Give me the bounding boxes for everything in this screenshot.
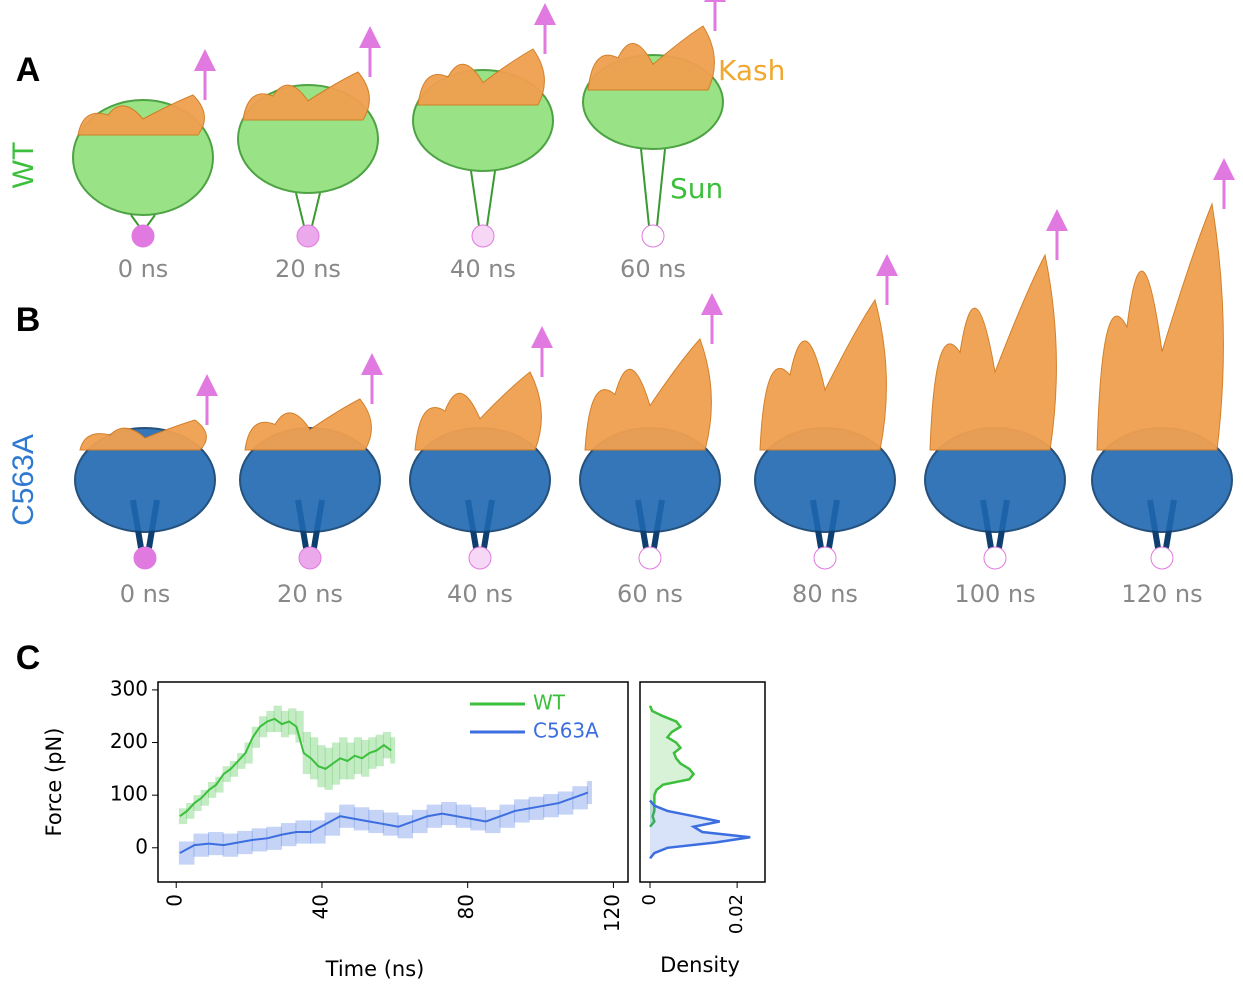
anchor-bead (472, 225, 494, 247)
row-label: C563A (7, 434, 40, 526)
x-tick-label: 0 (163, 894, 187, 907)
stalk (471, 171, 495, 226)
x-tick-label: 40 (308, 894, 332, 919)
force-arrow-head (361, 353, 383, 375)
anchor-bead (639, 547, 661, 569)
force-arrow-head (359, 26, 381, 48)
kash-peptide (245, 399, 371, 450)
panel-label: B (16, 301, 41, 339)
kash-peptide (1097, 204, 1223, 450)
kash-peptide (760, 300, 886, 450)
time-label: 80 ns (792, 580, 858, 608)
annotation-kash: Kash (718, 54, 785, 87)
time-label: 0 ns (118, 255, 169, 283)
legend-label: WT (533, 691, 566, 715)
time-label: 20 ns (277, 580, 343, 608)
annotation-sun: Sun (670, 172, 723, 205)
anchor-bead (814, 547, 836, 569)
time-label: 0 ns (120, 580, 171, 608)
anchor-bead (1151, 547, 1173, 569)
time-label: 120 ns (1121, 580, 1202, 608)
stalk (296, 193, 320, 226)
panel-label: C (16, 639, 41, 677)
row-label: WT (7, 142, 40, 189)
time-label: 100 ns (954, 580, 1035, 608)
panel-label: A (16, 51, 41, 89)
y-axis-label: Force (pN) (42, 728, 66, 837)
time-label: 20 ns (275, 255, 341, 283)
force-arrow-head (1213, 158, 1235, 180)
y-tick-label: 100 (110, 782, 148, 806)
figure: A WT 0 ns 20 ns 40 ns 60 ns B C563A 0 ns 20 ns 40 … (0, 0, 1243, 986)
anchor-bead (984, 547, 1006, 569)
anchor-bead (642, 225, 664, 247)
time-label: 60 ns (620, 255, 686, 283)
force-arrow-head (194, 49, 216, 71)
anchor-bead (469, 547, 491, 569)
force-arrow-head (704, 0, 726, 2)
force-arrow-head (876, 254, 898, 276)
anchor-bead (297, 225, 319, 247)
time-label: 40 ns (450, 255, 516, 283)
anchor-bead (132, 225, 154, 247)
x-tick-label: 80 (454, 894, 478, 919)
force-arrow-head (1046, 209, 1068, 231)
y-tick-label: 300 (110, 676, 148, 700)
force-arrow-head (701, 293, 723, 315)
anchor-bead (299, 547, 321, 569)
density-curve (650, 800, 750, 858)
x-axis-label: Density (660, 953, 740, 977)
anchor-bead (134, 547, 156, 569)
x-axis-label: Time (ns) (325, 957, 425, 981)
force-arrow-head (531, 326, 553, 348)
kash-peptide (415, 372, 541, 450)
force-arrow-head (534, 3, 556, 25)
y-tick-label: 200 (110, 729, 148, 753)
time-label: 60 ns (617, 580, 683, 608)
kash-peptide (585, 339, 711, 450)
time-label: 40 ns (447, 580, 513, 608)
kash-peptide (930, 255, 1056, 450)
x-tick-label: 0 (639, 894, 660, 905)
x-tick-label: 120 (600, 894, 624, 932)
stalk (641, 149, 665, 226)
force-arrow-head (196, 374, 218, 396)
stalk (131, 215, 155, 226)
x-tick-label: 0.02 (726, 894, 747, 934)
legend-label: C563A (533, 719, 599, 743)
y-tick-label: 0 (135, 834, 148, 858)
